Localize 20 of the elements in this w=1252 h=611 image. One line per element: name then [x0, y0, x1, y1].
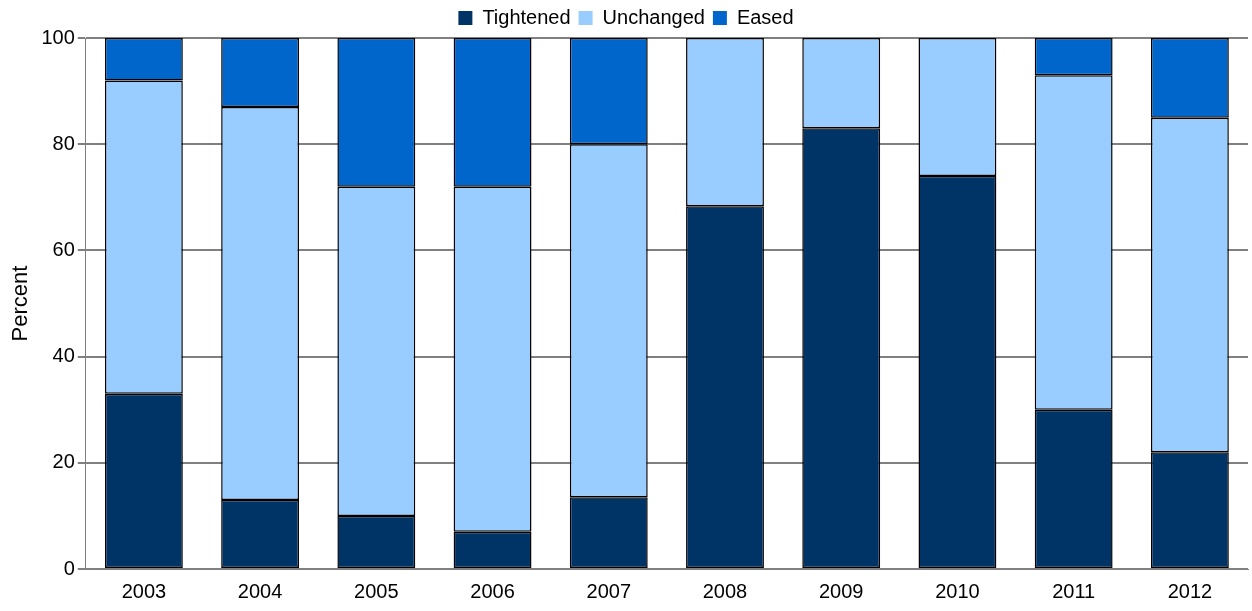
y-tick-label: 40 — [52, 344, 75, 367]
legend-label: Tightened — [482, 5, 571, 28]
x-tick-label: 2004 — [237, 579, 283, 602]
y-tick-label: 60 — [52, 237, 75, 260]
x-tick-label: 2006 — [470, 579, 515, 602]
y-tick-label: 20 — [52, 450, 75, 473]
x-tick-label: 2009 — [818, 579, 864, 602]
y-tick-label: 0 — [63, 556, 75, 579]
x-tick-label: 2011 — [1052, 579, 1096, 602]
y-tick-label: 80 — [52, 131, 75, 154]
legend-label: Unchanged — [602, 5, 705, 28]
x-tick-label: 2010 — [935, 579, 980, 602]
y-axis-title: Percent — [7, 265, 33, 342]
legend-label: Eased — [736, 5, 794, 28]
x-tick-label: 2008 — [702, 579, 748, 602]
x-tick-label: 2003 — [121, 579, 167, 602]
x-tick-label: 2005 — [354, 579, 399, 602]
x-tick-label: 2012 — [1167, 579, 1213, 602]
y-tick-label: 100 — [41, 25, 75, 48]
x-tick-label: 2007 — [586, 579, 632, 602]
